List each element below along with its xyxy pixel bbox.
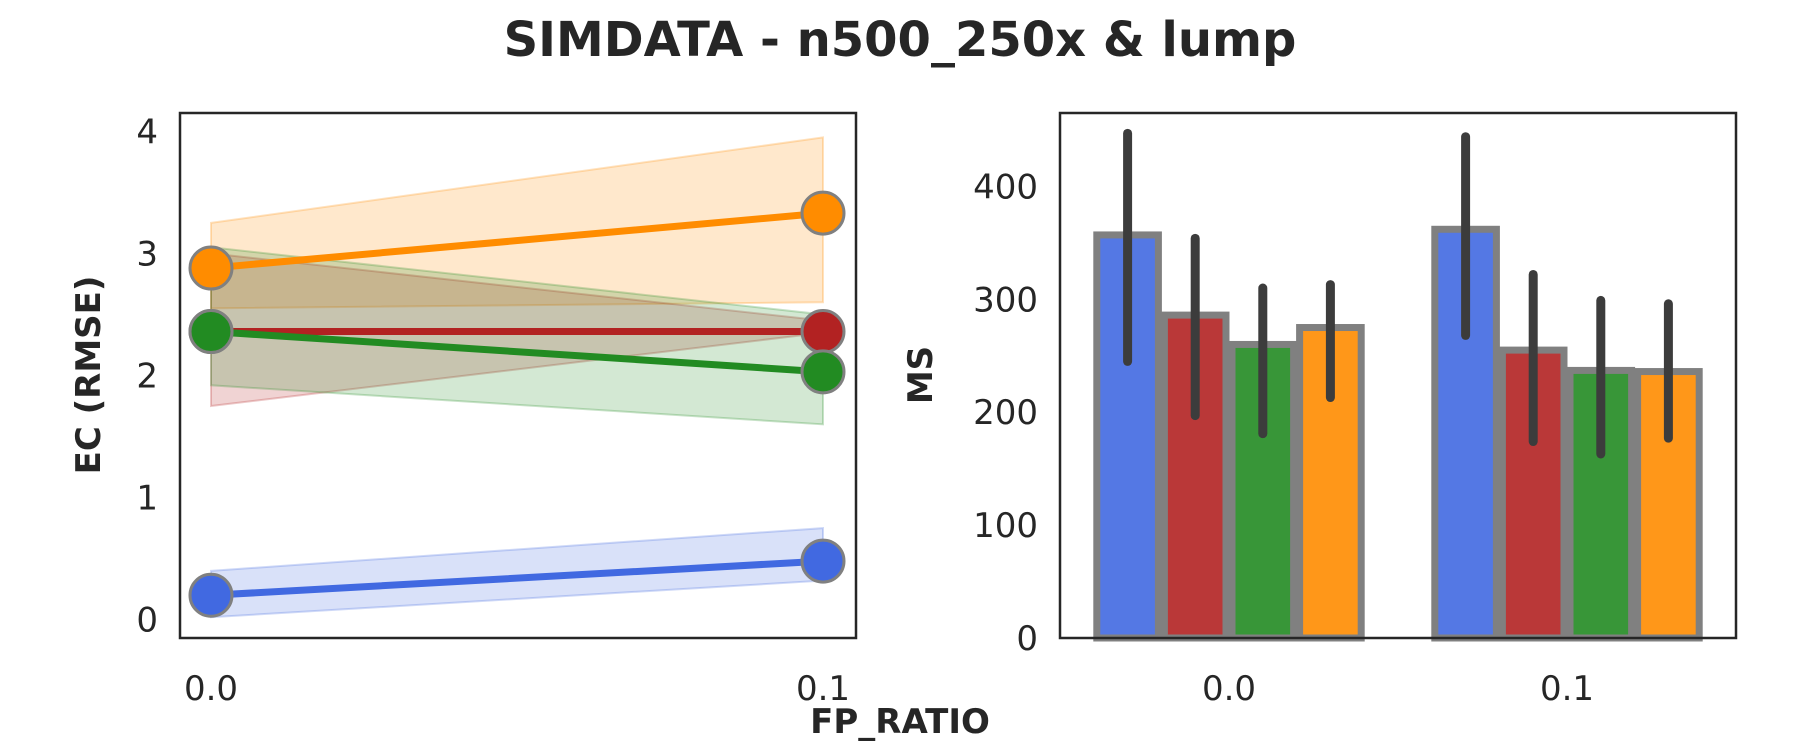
right-bar-chart: 0.0 0.1 0 100 200 300 400 (973, 111, 1738, 709)
right-y-tick-label-4: 400 (973, 167, 1038, 207)
right-y-tick-label-3: 300 (973, 280, 1038, 320)
figure-title: SIMDATA - n500_250x & lump (504, 12, 1297, 68)
right-y-tick-label-0: 0 (1016, 619, 1038, 659)
series-point-2-1 (800, 349, 846, 395)
series-point-1-1 (800, 309, 846, 355)
left-x-tick-label-1: 0.1 (796, 669, 850, 709)
left-plot-frame (178, 111, 858, 640)
series-line-0 (207, 209, 827, 272)
series-point-0-1 (800, 190, 846, 236)
series-point-3-1 (800, 538, 846, 584)
right-plot-frame (1058, 111, 1738, 640)
left-y-label: EC (RMSE) (69, 276, 109, 475)
left-y-tick-label-4: 4 (136, 112, 158, 152)
left-y-tick-label-2: 2 (136, 357, 158, 397)
right-y-label: MS (901, 346, 941, 404)
figure-x-label: FP_RATIO (810, 702, 990, 742)
left-y-tick-label-3: 3 (136, 234, 158, 274)
right-x-tick-label-0: 0.0 (1202, 669, 1256, 709)
right-y-tick-label-2: 200 (973, 393, 1038, 433)
series-line-3 (207, 557, 827, 599)
left-y-tick-label-1: 1 (136, 479, 158, 519)
series-point-3-0 (188, 572, 234, 618)
series-line-2 (207, 328, 827, 376)
right-y-tick-label-1: 100 (973, 506, 1038, 546)
series-point-0-0 (188, 245, 234, 291)
left-y-tick-label-0: 0 (136, 601, 158, 641)
right-x-tick-label-1: 0.1 (1540, 669, 1594, 709)
series-point-2-0 (188, 309, 234, 355)
left-x-tick-label-0: 0.0 (184, 669, 238, 709)
ci-band-3 (210, 527, 824, 619)
left-line-chart: 0 1 2 3 4 0.0 0.1 (136, 111, 858, 709)
